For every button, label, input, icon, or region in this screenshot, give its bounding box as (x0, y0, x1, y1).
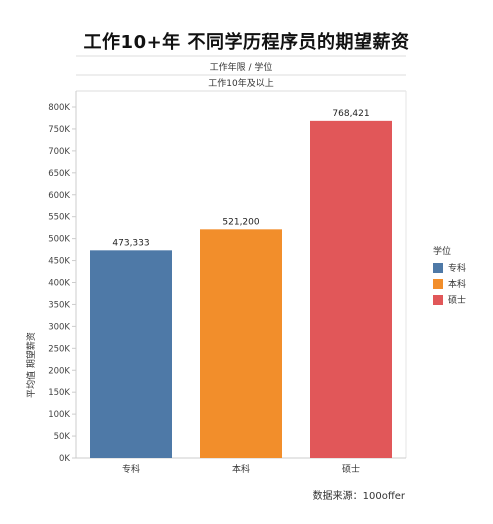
bar-2 (200, 229, 282, 458)
legend-label: 专科 (448, 264, 467, 274)
bar-value-label: 768,421 (332, 109, 369, 119)
bar-1 (90, 250, 172, 458)
y-tick-label: 150K (48, 388, 70, 398)
y-tick-label: 550K (48, 213, 70, 223)
bar-3 (310, 120, 392, 458)
source-note: 数据来源：100offer (312, 491, 405, 502)
y-tick-label: 200K (48, 366, 70, 376)
legend-label: 本科 (448, 280, 467, 290)
y-tick-label: 0K (59, 454, 70, 464)
y-ticks: 0K 50K 100K 150K 200K 250K 300K 350K 400K 450K 500… (48, 103, 76, 464)
y-tick-label: 700K (48, 147, 70, 157)
x-tick-label: 硕士 (342, 463, 360, 475)
y-tick-label: 250K (48, 344, 70, 354)
y-tick-label: 300K (48, 322, 70, 332)
y-tick-label: 600K (48, 191, 70, 201)
legend: 学位 专科本科硕士 (433, 244, 466, 309)
x-tick-label: 专科 (122, 463, 140, 475)
x-ticks: 专科 本科 硕士 (122, 463, 360, 475)
legend-swatch (433, 294, 443, 305)
y-tick-label: 750K (48, 125, 70, 135)
legend-swatch (433, 278, 443, 289)
y-tick-label: 350K (48, 300, 70, 310)
header-label: 工作年限 / 学位 (210, 61, 273, 73)
y-tick-label: 100K (48, 410, 70, 420)
y-tick-label: 500K (48, 235, 70, 245)
legend-items: 专科 本科 硕士 (433, 261, 466, 306)
bars: 473,333 521,200 768,421 (90, 109, 392, 458)
bar-value-label: 521,200 (222, 217, 259, 227)
y-tick-label: 650K (48, 169, 70, 179)
y-tick-label: 400K (48, 279, 70, 289)
legend-title: 学位 (433, 247, 452, 257)
y-axis-title: 平均值 期望薪资 (25, 332, 37, 398)
y-tick-label: 50K (54, 432, 71, 442)
y-tick-label: 800K (48, 103, 70, 113)
y-tick-label: 450K (48, 257, 70, 267)
bar-value-label: 473,333 (112, 238, 149, 248)
header-sub: 工作10年及以上 (208, 77, 273, 89)
legend-item: 硕士 (433, 293, 466, 306)
legend-item: 本科 (433, 277, 466, 290)
legend-label: 硕士 (448, 296, 467, 306)
legend-item: 专科 (433, 261, 466, 274)
x-tick-label: 本科 (232, 463, 250, 475)
legend-swatch (433, 262, 443, 273)
chart-title: 工作10+年 不同学历程序员的期望薪资 (83, 32, 410, 53)
